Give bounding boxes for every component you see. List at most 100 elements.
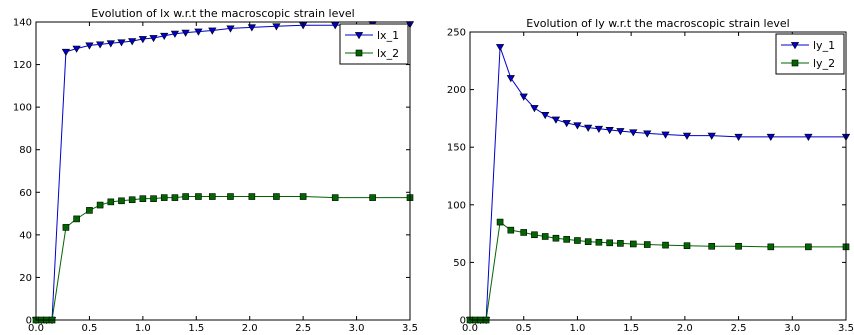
x-tick-label: 2.5 [731, 323, 747, 334]
data-point-lx_2 [171, 194, 179, 201]
y-tick-label: 60 [19, 188, 32, 199]
legend-box [775, 33, 845, 75]
data-point-lx_2 [160, 194, 168, 201]
legend: ly_1 ly_2 [775, 33, 845, 75]
data-point-lx_1 [117, 39, 126, 47]
y-tick-label: 150 [447, 143, 466, 154]
data-point-ly_2 [531, 231, 538, 239]
data-point-lx_1 [226, 25, 235, 33]
x-tick-label: 2.0 [242, 323, 258, 334]
data-point-ly_1 [594, 125, 604, 133]
data-point-lx_2 [182, 193, 189, 200]
data-point-ly_1 [551, 116, 561, 124]
legend-label-ly_2: ly_2 [813, 57, 835, 70]
series-line-lx_2 [36, 196, 410, 321]
data-point-ly_1 [707, 132, 716, 140]
x-tick-label: 1.0 [135, 323, 151, 334]
y-tick-label: 20 [19, 273, 32, 284]
legend-marker-ly_2 [791, 59, 799, 67]
x-tick-label: 3.0 [349, 323, 365, 334]
data-point-ly_2 [595, 238, 603, 246]
data-point-ly_2 [584, 238, 592, 245]
data-point-lx_2 [128, 196, 136, 204]
x-tick-label: 1.0 [569, 323, 585, 334]
data-point-lx_2 [73, 215, 80, 223]
y-tick-label: 200 [447, 85, 466, 96]
y-tick-label: 120 [13, 60, 32, 71]
y-tick-label: 50 [453, 258, 466, 269]
legend-box [339, 23, 409, 65]
data-point-ly_2 [629, 240, 637, 248]
x-tick-label: 0.5 [516, 323, 532, 334]
x-tick-label: 2.0 [677, 323, 693, 334]
legend-label-lx_2: lx_2 [377, 47, 399, 60]
data-point-lx_2 [273, 193, 280, 200]
legend-marker-lx_2 [355, 49, 363, 57]
data-point-lx_2 [62, 224, 70, 231]
x-tick-label: 0.5 [81, 323, 97, 334]
series-lx_2 [32, 193, 414, 324]
chart-title: Evolution of lx w.r.t the macroscopic st… [91, 7, 354, 20]
x-tick-label: 2.5 [295, 323, 311, 334]
data-point-lx_1 [138, 36, 147, 44]
data-point-ly_1 [661, 131, 670, 139]
data-point-ly_1 [734, 133, 743, 142]
data-point-ly_2 [574, 237, 581, 244]
y-tick-label: 0 [460, 316, 466, 327]
data-point-ly_1 [562, 120, 571, 128]
legend-marker-ly_1 [790, 42, 800, 50]
data-point-lx_1 [95, 41, 105, 49]
data-point-lx_2 [209, 193, 216, 200]
y-tick-label: 100 [13, 103, 32, 114]
data-point-lx_2 [96, 201, 104, 209]
x-tick-label: 0.0 [462, 323, 478, 334]
data-point-ly_1 [643, 130, 652, 138]
data-point-ly_2 [496, 218, 504, 226]
x-tick-label: 0.0 [28, 323, 44, 334]
data-point-lx_1 [170, 30, 180, 38]
data-point-lx_1 [208, 27, 217, 35]
data-point-lx_2 [150, 195, 157, 202]
data-point-lx_2 [331, 194, 339, 201]
data-point-ly_1 [495, 44, 505, 52]
data-point-ly_1 [766, 133, 775, 142]
data-point-ly_2 [643, 241, 651, 248]
x-tick-label: 3.5 [402, 323, 418, 334]
data-point-ly_2 [507, 226, 515, 234]
x-tick-label: 3.0 [784, 323, 800, 334]
legend-label-lx_1: lx_1 [377, 29, 399, 42]
series-line-ly_1 [470, 46, 846, 321]
y-tick-label: 80 [19, 145, 32, 156]
series-line-ly_2 [470, 221, 846, 321]
data-point-lx_2 [227, 193, 234, 200]
data-point-lx_1 [272, 23, 281, 31]
legend: lx_1 lx_2 [339, 23, 409, 65]
data-point-ly_2 [805, 243, 812, 251]
series-lx_1 [32, 21, 414, 324]
data-point-lx_1 [85, 42, 94, 50]
data-point-lx_1 [128, 38, 137, 46]
data-point-ly_1 [584, 124, 593, 132]
data-point-ly_2 [662, 241, 669, 249]
data-point-ly_1 [605, 127, 614, 135]
data-point-lx_2 [299, 193, 307, 200]
data-point-ly_1 [541, 112, 550, 120]
data-point-lx_1 [181, 29, 190, 37]
data-point-ly_1 [616, 128, 625, 136]
y-tick-label: 250 [447, 28, 466, 39]
y-tick-label: 100 [447, 200, 466, 211]
y-tick-label: 40 [19, 230, 32, 241]
data-point-ly_1 [506, 75, 515, 83]
plot-frame [469, 31, 847, 321]
data-point-lx_1 [149, 35, 158, 43]
x-tick-label: 1.5 [623, 323, 639, 334]
data-point-lx_2 [139, 195, 147, 202]
data-point-ly_2 [767, 243, 775, 251]
data-point-ly_2 [563, 236, 570, 243]
data-point-ly_2 [708, 242, 716, 250]
data-point-lx_2 [118, 197, 125, 205]
data-point-lx_1 [106, 40, 115, 48]
data-point-ly_1 [804, 133, 813, 142]
data-point-lx_1 [247, 24, 256, 32]
data-point-ly_1 [519, 93, 528, 101]
